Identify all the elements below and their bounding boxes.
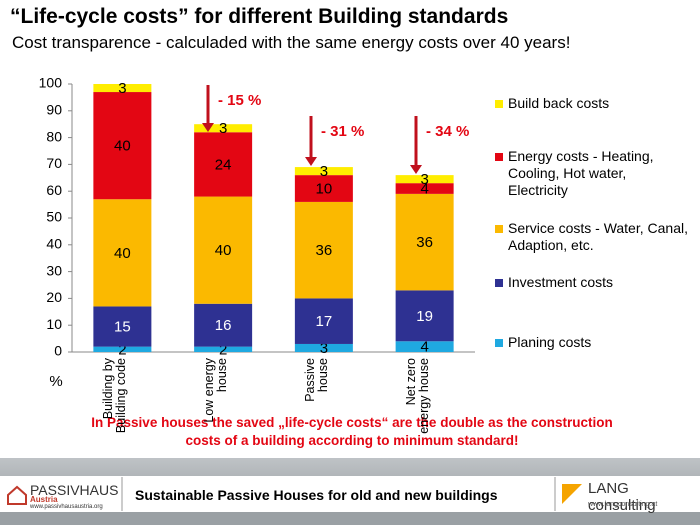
- bar-segment: [395, 290, 454, 342]
- value-label: 3: [320, 340, 328, 357]
- subtitle: Cost transparence - calculaded with the …: [12, 33, 571, 52]
- y-tick-label: 50: [46, 209, 62, 225]
- y-tick-label: 60: [46, 182, 62, 198]
- bar-segment: [294, 201, 353, 299]
- footer-text: Sustainable Passive Houses for old and n…: [135, 487, 498, 503]
- bar-segment: [93, 84, 152, 93]
- bar-segment: [294, 167, 353, 176]
- arrow-head: [202, 123, 214, 132]
- value-label: 36: [416, 234, 433, 251]
- y-tick-label: 100: [39, 75, 63, 91]
- value-label: 40: [114, 245, 131, 262]
- bar-segment: [395, 193, 454, 291]
- value-label: 2: [219, 341, 227, 358]
- x-tick-label: Net zero energy house: [403, 358, 431, 434]
- arrow-head: [305, 157, 317, 166]
- legend-swatch: [495, 153, 503, 161]
- left-logo: PASSIVHAUS: [30, 482, 119, 498]
- bar-segment: [194, 124, 253, 133]
- left-logo-sub: Austria: [30, 495, 58, 504]
- legend-label: Investment costs: [508, 274, 614, 290]
- value-label: 2: [118, 341, 126, 358]
- bar-segment: [93, 306, 152, 347]
- x-tick-label: Low energy house: [202, 358, 230, 423]
- value-label: 40: [215, 242, 232, 259]
- bar-segment: [194, 346, 253, 352]
- annotation: - 31 %: [321, 123, 364, 140]
- bar-segment: [294, 298, 353, 344]
- legend-swatch: [495, 279, 503, 287]
- value-label: 16: [215, 317, 232, 334]
- value-label: 3: [420, 171, 428, 188]
- value-label: 4: [420, 339, 428, 356]
- note: In Passive houses the saved „life-cycle …: [91, 415, 613, 448]
- legend-swatch: [495, 225, 503, 233]
- x-tick-label: Building by Building code: [101, 358, 129, 434]
- y-tick-label: 20: [46, 289, 62, 305]
- legend-swatch: [495, 339, 503, 347]
- right-url: www.langconsulting.at: [588, 501, 658, 508]
- bar-segment: [395, 175, 454, 184]
- bar-segment: [93, 346, 152, 352]
- y-tick-label: 90: [46, 102, 62, 118]
- legend-label: Service costs - Water, Canal, Adaption, …: [508, 220, 688, 253]
- legend-label: Build back costs: [508, 95, 610, 111]
- y-tick-label: 40: [46, 236, 62, 252]
- value-label: 40: [114, 138, 131, 155]
- logo-icon: [7, 485, 27, 505]
- value-label: 10: [316, 180, 333, 197]
- annotation: - 15 %: [218, 92, 261, 109]
- value-label: 3: [118, 80, 126, 97]
- y-tick-label: 10: [46, 316, 62, 332]
- y-tick-label: 80: [46, 128, 62, 144]
- value-label: 4: [420, 180, 428, 197]
- x-tick-label: Passive house: [302, 358, 330, 402]
- value-label: 36: [316, 242, 333, 259]
- title: “Life-cycle costs” for different Buildin…: [10, 5, 509, 28]
- bar-segment: [294, 343, 353, 352]
- bar-segment: [294, 175, 353, 202]
- footer-band: [0, 476, 700, 512]
- legend-label: Planing costs: [508, 334, 592, 350]
- value-label: 24: [215, 156, 232, 173]
- arrow-head: [410, 165, 422, 174]
- bar-segment: [194, 303, 253, 347]
- value-label: 19: [416, 308, 433, 325]
- bar-segment: [395, 341, 454, 352]
- y-tick-label: 0: [54, 343, 62, 359]
- bar-segment: [194, 196, 253, 304]
- bar-segment: [93, 92, 152, 200]
- value-label: 3: [219, 120, 227, 137]
- logo-icon: [562, 484, 582, 504]
- bar-segment: [194, 132, 253, 197]
- bar-segment: [395, 183, 454, 194]
- value-label: 15: [114, 319, 131, 336]
- annotation: - 34 %: [426, 123, 469, 140]
- legend-swatch: [495, 100, 503, 108]
- y-tick-label: 70: [46, 155, 62, 171]
- legend-label: Energy costs - Heating, Cooling, Hot wat…: [508, 148, 654, 198]
- right-logo: LANG consulting: [588, 480, 656, 514]
- y-tick-label: 30: [46, 262, 62, 278]
- left-url: www.passivhausaustria.org: [30, 504, 103, 510]
- y-axis-label: %: [49, 373, 62, 390]
- value-label: 3: [320, 163, 328, 180]
- footer-strip: [0, 512, 700, 525]
- value-label: 17: [316, 313, 333, 330]
- bar-segment: [93, 199, 152, 307]
